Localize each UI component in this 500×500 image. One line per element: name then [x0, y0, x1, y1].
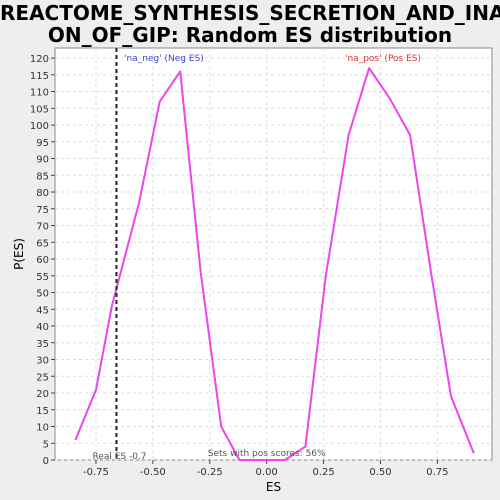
- y-tick-label: 105: [30, 104, 49, 115]
- y-tick-label: 60: [36, 255, 49, 266]
- y-tick-label: 25: [36, 372, 49, 383]
- x-tick-label: -0.75: [83, 467, 109, 478]
- y-tick-label: 20: [36, 389, 49, 400]
- y-axis-label: P(ES): [12, 238, 26, 270]
- y-tick-label: 120: [30, 54, 49, 65]
- y-tick-label: 30: [36, 356, 49, 367]
- y-tick-label: 110: [30, 88, 49, 99]
- x-tick-label: 0.25: [312, 467, 334, 478]
- y-tick-label: 10: [36, 423, 49, 434]
- y-tick-label: 50: [36, 289, 49, 300]
- y-tick-label: 70: [36, 222, 49, 233]
- x-tick-label: 0.00: [256, 467, 278, 478]
- plot-area: [54, 47, 493, 461]
- x-tick-label: 0.75: [426, 467, 448, 478]
- x-tick-label: 0.50: [369, 467, 391, 478]
- es-distribution-line: [74, 67, 475, 461]
- real-es-label: Real ES -0.7: [92, 452, 146, 462]
- pos-scores-label: Sets with pos scores: 56%: [208, 449, 326, 459]
- y-tick-label: 5: [43, 439, 49, 450]
- y-tick-label: 65: [36, 238, 49, 249]
- x-axis-label: ES: [266, 480, 281, 494]
- y-tick-label: 15: [36, 406, 49, 417]
- y-tick-label: 90: [36, 155, 49, 166]
- y-tick-label: 0: [43, 456, 49, 467]
- y-tick-label: 75: [36, 205, 49, 216]
- y-tick-label: 115: [30, 71, 49, 82]
- y-tick-label: 55: [36, 272, 49, 283]
- y-tick-label: 85: [36, 171, 49, 182]
- x-tick-label: -0.25: [197, 467, 223, 478]
- x-tick-label: -0.50: [140, 467, 166, 478]
- chart-title-line-1: REACTOME_SYNTHESIS_SECRETION_AND_INACTIV…: [0, 1, 500, 25]
- y-tick-label: 80: [36, 188, 49, 199]
- neg-es-legend-label: 'na_neg' (Neg ES): [124, 54, 204, 64]
- y-tick-label: 40: [36, 322, 49, 333]
- y-tick-label: 45: [36, 305, 49, 316]
- chart-title-line-2: ON_OF_GIP: Random ES distribution: [47, 23, 453, 47]
- y-tick-label: 95: [36, 138, 49, 149]
- y-tick-label: 100: [30, 121, 49, 132]
- pos-es-legend-label: 'na_pos' (Pos ES): [345, 54, 421, 64]
- y-tick-label: 35: [36, 339, 49, 350]
